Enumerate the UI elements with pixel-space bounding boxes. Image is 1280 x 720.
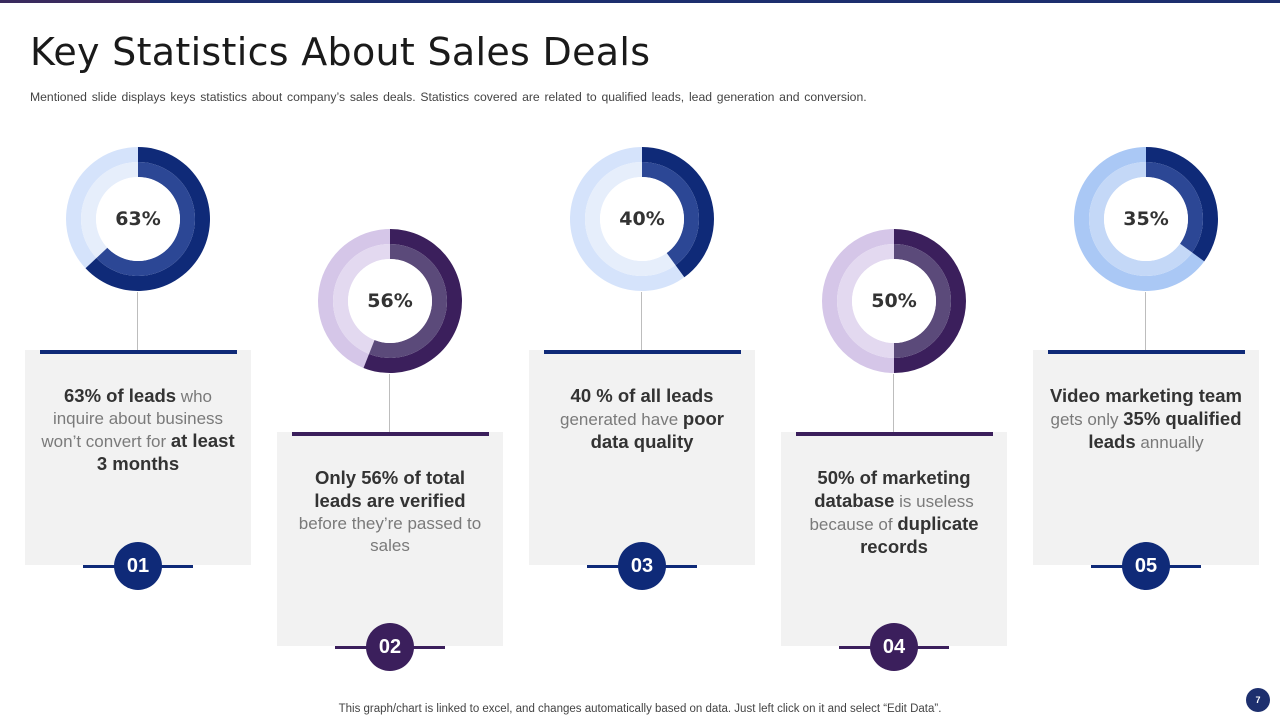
- stat-card-text: Video marketing team gets only 35% quali…: [1045, 385, 1247, 454]
- stat-text: is useless because of: [809, 492, 974, 534]
- donut-track-inner: [837, 244, 894, 358]
- donut-svg: [66, 147, 210, 291]
- donut-hole: [96, 177, 180, 261]
- donut-svg: [570, 147, 714, 291]
- stat-card: 50% of marketing database is useless bec…: [781, 432, 1007, 646]
- card-top-bar: [544, 350, 741, 354]
- donut-track-outer: [570, 147, 685, 291]
- donut-value-outer: [363, 229, 462, 373]
- donut-track-inner: [585, 162, 676, 276]
- slide-title: Key Statistics About Sales Deals: [30, 30, 651, 74]
- stat-text-bold: 40 % of all leads: [570, 385, 714, 406]
- stat-text-bold: 63% of leads: [64, 385, 177, 406]
- stat-card: Only 56% of total leads are verified bef…: [277, 432, 503, 646]
- connector-line: [1145, 292, 1146, 352]
- step-number-badge: 04: [870, 623, 918, 671]
- stat-card-text: 63% of leads who inquire about business …: [37, 385, 239, 476]
- connector-line: [893, 374, 894, 434]
- donut-chart-5[interactable]: 35%: [1073, 146, 1219, 292]
- donut-value-inner: [369, 244, 447, 358]
- stat-text-bold: duplicate records: [860, 513, 979, 557]
- donut-value-inner: [642, 162, 699, 266]
- donut-value-label: 50%: [871, 290, 917, 312]
- donut-value-inner: [96, 162, 195, 276]
- donut-value-outer: [894, 229, 966, 373]
- donut-track-inner: [1089, 162, 1193, 276]
- stat-text: before they’re passed to sales: [298, 514, 482, 555]
- stat-text-bold: at least 3 months: [96, 430, 235, 474]
- stat-text: generated have: [560, 410, 683, 429]
- donut-track-outer: [822, 229, 894, 373]
- step-number-badge: 02: [366, 623, 414, 671]
- stat-card: Video marketing team gets only 35% quali…: [1033, 350, 1259, 565]
- donut-track-inner: [81, 162, 138, 259]
- top-accent-bar: [0, 0, 1280, 3]
- step-number-badge: 03: [618, 542, 666, 590]
- donut-chart-2[interactable]: 56%: [317, 228, 463, 374]
- step-number-badge: 01: [114, 542, 162, 590]
- donut-value-label: 56%: [367, 290, 413, 312]
- donut-chart-1[interactable]: 63%: [65, 146, 211, 292]
- donut-value-inner: [1146, 162, 1203, 253]
- stat-card: 63% of leads who inquire about business …: [25, 350, 251, 565]
- stat-card-text: 50% of marketing database is useless bec…: [793, 467, 995, 559]
- card-top-bar: [292, 432, 489, 436]
- donut-value-inner: [894, 244, 951, 358]
- card-top-bar: [40, 350, 237, 354]
- connector-line: [137, 292, 138, 352]
- donut-value-outer: [642, 147, 714, 278]
- donut-value-label: 35%: [1123, 208, 1169, 230]
- connector-line: [641, 292, 642, 352]
- stat-card-text: Only 56% of total leads are verified bef…: [289, 467, 491, 557]
- stat-card: 40 % of all leads generated have poor da…: [529, 350, 755, 565]
- footer-note: This graph/chart is linked to excel, and…: [338, 703, 942, 715]
- donut-value-outer: [85, 147, 210, 291]
- card-top-bar: [1048, 350, 1245, 354]
- stat-text: annually: [1135, 433, 1204, 452]
- donut-track-outer: [66, 147, 138, 269]
- donut-value-label: 63%: [115, 208, 161, 230]
- slide-subtitle: Mentioned slide displays keys statistics…: [30, 90, 867, 104]
- donut-chart-4[interactable]: 50%: [821, 228, 967, 374]
- donut-hole: [852, 259, 936, 343]
- card-top-bar: [796, 432, 993, 436]
- stat-text-bold: 50% of marketing database: [814, 467, 971, 511]
- step-number-badge: 05: [1122, 542, 1170, 590]
- donut-chart-3[interactable]: 40%: [569, 146, 715, 292]
- stat-card-text: 40 % of all leads generated have poor da…: [541, 385, 743, 454]
- donut-track-inner: [332, 244, 390, 354]
- connector-line: [389, 374, 390, 434]
- donut-track-outer: [318, 229, 390, 368]
- page-number-badge: 7: [1246, 688, 1270, 712]
- donut-hole: [348, 259, 432, 343]
- donut-hole: [600, 177, 684, 261]
- stat-text: who inquire about business won’t convert…: [41, 387, 224, 451]
- donut-svg: [1074, 147, 1218, 291]
- stat-text-bold: Video marketing team: [1050, 385, 1242, 406]
- donut-svg: [318, 229, 462, 373]
- stat-text-bold: poor data quality: [590, 408, 724, 452]
- stat-text-bold: 35% qualified leads: [1088, 408, 1242, 452]
- stat-text: gets only: [1050, 410, 1124, 429]
- donut-value-label: 40%: [619, 208, 665, 230]
- top-accent-bar-segment: [0, 0, 150, 3]
- donut-value-outer: [1146, 147, 1218, 262]
- stat-text-bold: Only 56% of total leads are verified: [314, 467, 466, 511]
- donut-hole: [1104, 177, 1188, 261]
- donut-svg: [822, 229, 966, 373]
